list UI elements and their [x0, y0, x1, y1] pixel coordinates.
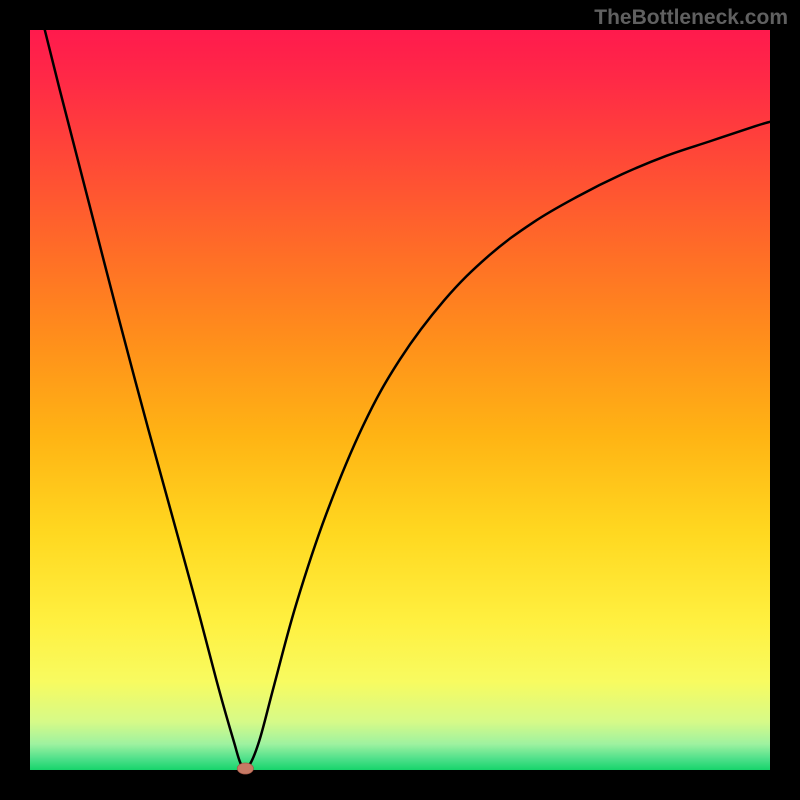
attribution-text: TheBottleneck.com: [594, 6, 788, 30]
bottleneck-chart: [0, 0, 800, 800]
chart-container: TheBottleneck.com: [0, 0, 800, 800]
optimal-point-marker: [237, 763, 253, 774]
